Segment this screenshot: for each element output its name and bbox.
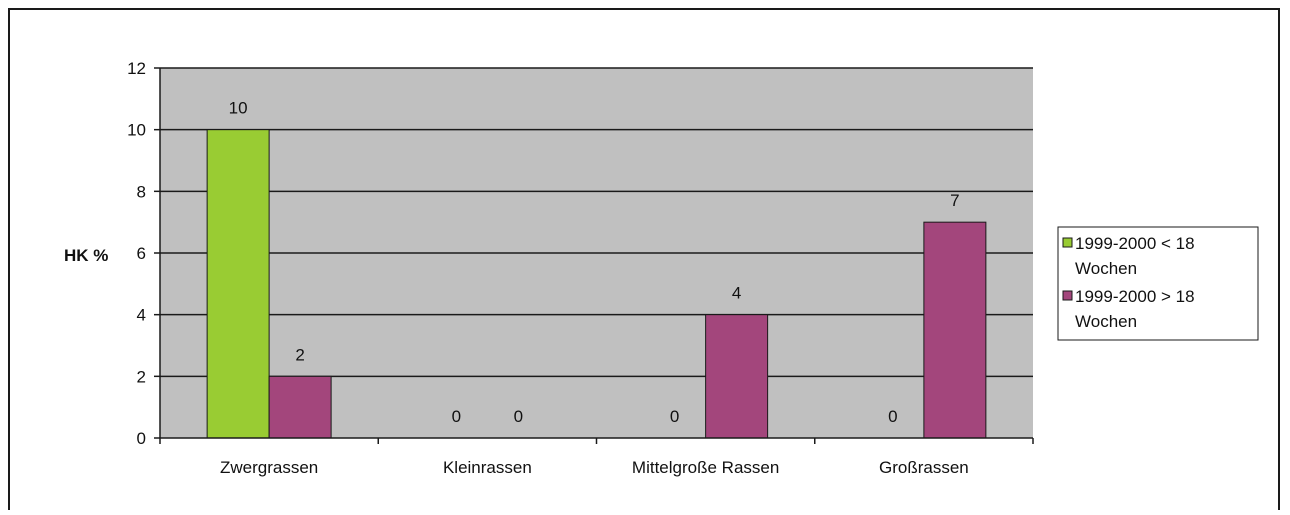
axes — [159, 68, 1034, 444]
chart-frame — [8, 8, 1280, 510]
y-tick-label: 8 — [137, 182, 146, 201]
category-labels: Zwergrassen Kleinrassen Mittelgroße Rassen… — [220, 458, 969, 477]
data-label-1-1: 10 — [229, 99, 248, 118]
bar-2-4 — [923, 221, 987, 439]
data-label-2-1: 2 — [295, 345, 304, 364]
data-label-2-2: 0 — [514, 407, 523, 426]
category-label: Mittelgroße Rassen — [632, 458, 779, 477]
bar-2-1 — [268, 375, 332, 439]
data-labels: 10 2 0 0 0 4 0 7 — [229, 99, 960, 426]
y-tick-label: 2 — [137, 367, 146, 386]
legend-label-series-1-line-1: 1999-2000 < 18 — [1075, 234, 1195, 253]
y-tick-label: 0 — [137, 429, 146, 448]
y-tick-label: 12 — [127, 59, 146, 78]
data-label-2-4: 7 — [950, 191, 959, 210]
y-axis-title: HK % — [64, 246, 108, 265]
data-label-1-2: 0 — [452, 407, 461, 426]
category-label: Zwergrassen — [220, 458, 318, 477]
bar-2-3 — [705, 314, 769, 439]
y-tick-label: 10 — [127, 121, 146, 140]
legend-swatch-series-2 — [1062, 290, 1073, 301]
data-label-1-3: 0 — [670, 407, 679, 426]
legend-label-series-2-line-1: 1999-2000 > 18 — [1075, 287, 1195, 306]
legend-label-series-1-line-2: Wochen — [1075, 259, 1137, 278]
legend-box — [1057, 226, 1259, 341]
legend: 1999-2000 < 18 Wochen 1999-2000 > 18 Woc… — [1057, 226, 1259, 341]
data-label-2-3: 4 — [732, 284, 741, 303]
y-axis-ticks: 0 2 4 6 8 10 12 — [127, 59, 160, 448]
category-label: Kleinrassen — [443, 458, 532, 477]
bar-1-1 — [206, 129, 270, 439]
y-tick-label: 4 — [137, 306, 146, 325]
legend-swatch-series-1 — [1062, 237, 1073, 248]
category-label: Großrassen — [879, 458, 969, 477]
legend-label-series-2-line-2: Wochen — [1075, 312, 1137, 331]
bars — [206, 129, 987, 439]
data-label-1-4: 0 — [888, 407, 897, 426]
y-tick-label: 6 — [137, 244, 146, 263]
